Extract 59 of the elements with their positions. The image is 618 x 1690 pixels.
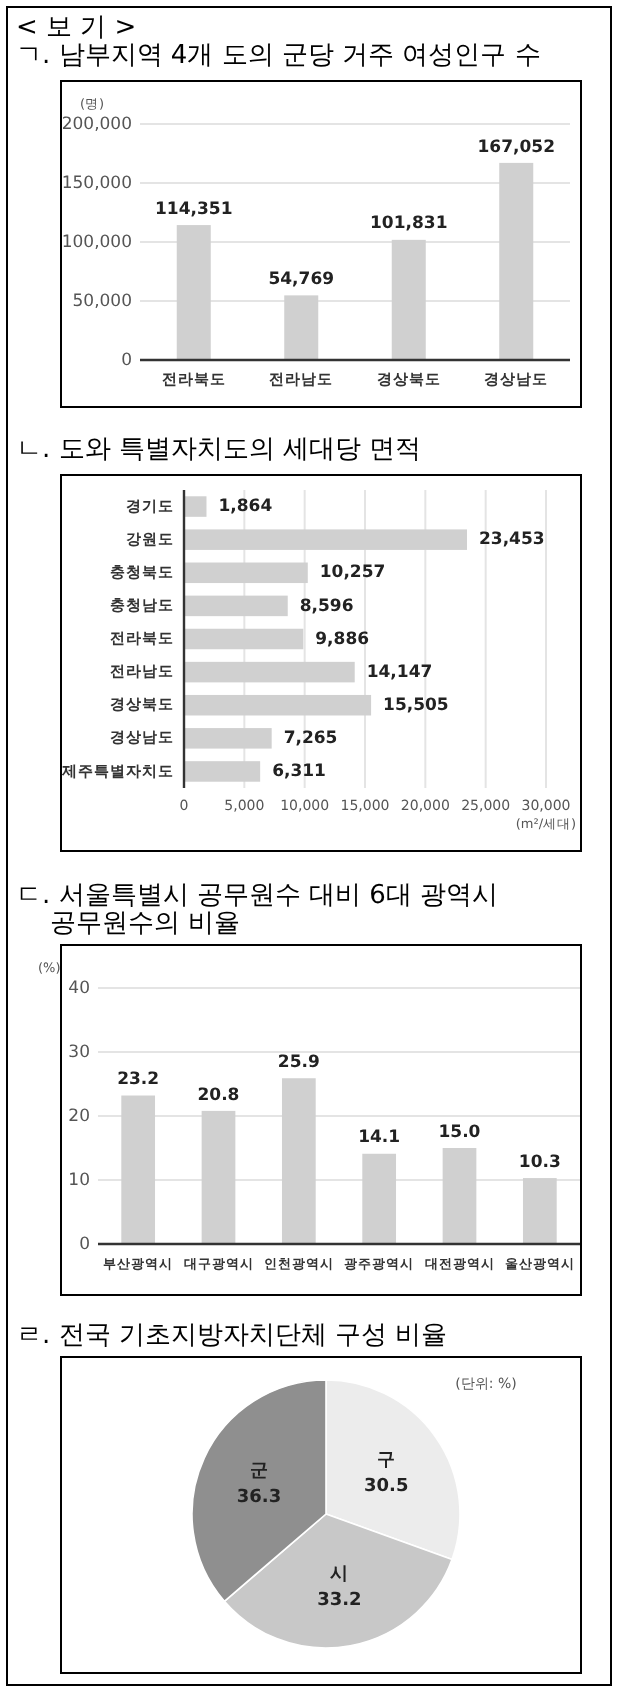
bar — [184, 761, 261, 782]
bar — [184, 562, 308, 584]
bar — [184, 595, 288, 617]
y-tick-label: 40 — [68, 978, 90, 999]
data-label: 15,505 — [383, 695, 449, 716]
bar — [184, 661, 355, 683]
bar — [184, 628, 304, 650]
chart-title: ㄱ. 남부지역 4개 도의 군당 거주 여성인구 수 — [16, 41, 541, 72]
data-label: 54,769 — [268, 270, 335, 291]
chart-title: ㄹ. 전국 기초지방자치단체 구성 비율 — [16, 1321, 448, 1352]
y-tick-label: 50,000 — [72, 291, 132, 312]
data-label: 14,147 — [366, 662, 433, 683]
bar — [184, 496, 207, 517]
data-label: 14.1 — [358, 1128, 401, 1149]
y-tick-label: 10 — [68, 1170, 90, 1191]
chart-title: ㄷ. 서울특별시 공무원수 대비 6대 광역시 공무원수의 비율 — [16, 881, 499, 940]
data-label: 9,886 — [315, 629, 370, 650]
data-label: 20.8 — [197, 1085, 240, 1106]
bar — [499, 162, 534, 360]
data-label: 10,257 — [319, 563, 386, 584]
data-label: 25.9 — [277, 1052, 320, 1073]
data-label: 30.5 — [364, 1476, 409, 1497]
bar — [522, 1178, 557, 1244]
bar — [362, 1153, 397, 1244]
bar — [184, 694, 372, 716]
text: < 보 기 > — [16, 13, 137, 44]
y-tick-label: 100,000 — [61, 232, 132, 253]
data-label: 7,265 — [283, 728, 338, 749]
bar — [281, 1078, 316, 1244]
bar — [184, 728, 272, 749]
y-tick-label: 200,000 — [61, 114, 132, 135]
y-tick-label: 150,000 — [61, 173, 132, 194]
data-label: 10.3 — [518, 1152, 561, 1173]
slice-label: 군 — [250, 1462, 269, 1483]
data-label: 23,453 — [479, 530, 545, 551]
slice-label: 시 — [330, 1565, 349, 1586]
bar — [442, 1148, 477, 1244]
data-label: 8,596 — [299, 596, 354, 617]
data-label: 23.2 — [117, 1070, 160, 1091]
bar — [201, 1110, 236, 1244]
data-label: 167,052 — [477, 137, 556, 158]
bar — [176, 225, 211, 360]
y-tick-label: 0 — [121, 350, 132, 371]
y-tick-label: 20 — [68, 1106, 90, 1127]
bar — [121, 1095, 156, 1244]
data-label: 33.2 — [317, 1591, 362, 1612]
data-label: 114,351 — [155, 199, 233, 220]
data-label: 101,831 — [370, 214, 448, 235]
slice-label: 구 — [377, 1450, 396, 1471]
data-label: 36.3 — [236, 1488, 282, 1509]
data-label: 15.0 — [438, 1122, 481, 1143]
chart-title: ㄴ. 도와 특별자치도의 세대당 면적 — [16, 435, 422, 466]
bar — [284, 295, 319, 360]
data-label: 1,864 — [218, 497, 273, 518]
bar — [391, 239, 426, 360]
bar — [184, 529, 467, 550]
data-label: 6,311 — [272, 762, 327, 783]
y-tick-label: 30 — [68, 1042, 90, 1063]
y-tick-label: 0 — [79, 1234, 90, 1255]
